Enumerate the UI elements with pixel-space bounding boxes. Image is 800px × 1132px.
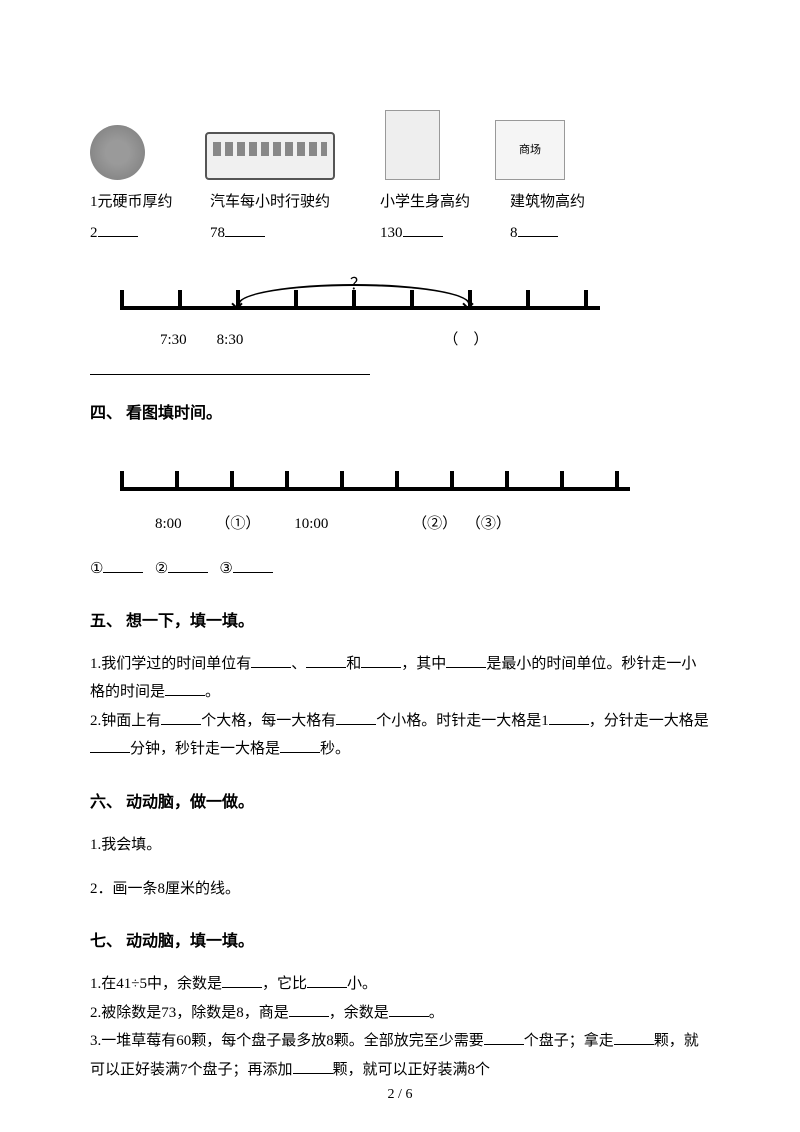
timeline1-labels: 7:30 8:30 （ ） <box>120 328 620 354</box>
girl-label: 小学生身高约 <box>380 190 490 216</box>
building-value: 8 <box>510 221 620 247</box>
image-labels-row2: 2 78 130 8 <box>90 221 710 247</box>
t2-label-3: 10:00 <box>294 516 328 532</box>
bus-image <box>205 132 335 180</box>
tick <box>120 471 124 489</box>
bus-label: 汽车每小时行驶约 <box>210 190 360 216</box>
timeline-line <box>120 487 630 491</box>
section4-answers: ① ② ③ <box>90 557 710 583</box>
coin-value: 2 <box>90 221 190 247</box>
section6-body: 1.我会填。 2．画一条8厘米的线。 <box>90 831 710 903</box>
tick <box>175 471 179 489</box>
tick <box>584 290 588 308</box>
tick <box>340 471 344 489</box>
coin-image <box>90 125 145 180</box>
t2-label-1: 8:00 <box>155 516 182 532</box>
section-4-title: 四、 看图填时间。 <box>90 400 710 427</box>
girl-value: 130 <box>380 221 490 247</box>
building-icon: 商场 <box>495 120 565 180</box>
tick <box>294 290 298 308</box>
tick <box>236 290 240 308</box>
girl-icon <box>385 110 440 180</box>
underline <box>90 374 370 375</box>
section6-item1: 1.我会填。 <box>90 831 710 860</box>
t2-label-4: （②） <box>412 516 457 532</box>
tick <box>468 290 472 308</box>
tick <box>352 290 356 308</box>
time-label-2: 8:30 <box>217 328 244 354</box>
building-label-text: 建筑物高约 <box>510 190 620 216</box>
time-label-1: 7:30 <box>160 328 187 354</box>
tick <box>395 471 399 489</box>
tick <box>285 471 289 489</box>
timeline-1: ？ 7:30 8:30 （ ） <box>120 276 620 354</box>
image-labels-row1: 1元硬币厚约 汽车每小时行驶约 小学生身高约 建筑物高约 <box>90 190 710 216</box>
building-label: 商场 <box>519 141 541 160</box>
answer-1: ① <box>90 561 103 577</box>
tick <box>526 290 530 308</box>
tick <box>230 471 234 489</box>
tick <box>450 471 454 489</box>
timeline-2: 8:00 （①） 10:00 （②） （③） <box>120 457 640 538</box>
timeline2-labels: 8:00 （①） 10:00 （②） （③） <box>120 512 640 538</box>
tick <box>120 290 124 308</box>
tick <box>505 471 509 489</box>
tick <box>560 471 564 489</box>
tick <box>410 290 414 308</box>
page-number: 2 / 6 <box>388 1083 413 1107</box>
section7-body: 1.在41÷5中，余数是，它比小。 2.被除数是73，除数是8，商是，余数是。 … <box>90 970 710 1084</box>
tick <box>178 290 182 308</box>
coin-icon <box>90 125 145 180</box>
bus-icon <box>205 132 335 180</box>
t2-label-2: （①） <box>215 516 260 532</box>
section5-body: 1.我们学过的时间单位有、和，其中是最小的时间单位。秒针走一小格的时间是。 2.… <box>90 650 710 764</box>
section-7-title: 七、 动动脑，填一填。 <box>90 928 710 955</box>
section6-item2: 2．画一条8厘米的线。 <box>90 875 710 904</box>
girl-image <box>385 110 440 180</box>
building-image: 商场 <box>495 120 565 180</box>
image-row: 商场 <box>90 110 710 180</box>
section-5-title: 五、 想一下，填一填。 <box>90 608 710 635</box>
answer-2: ② <box>155 561 168 577</box>
tick <box>615 471 619 489</box>
section-6-title: 六、 动动脑，做一做。 <box>90 789 710 816</box>
coin-label: 1元硬币厚约 <box>90 190 190 216</box>
bus-value: 78 <box>210 221 360 247</box>
t2-label-5: （③） <box>466 516 511 532</box>
time-label-paren: （ ） <box>443 328 488 354</box>
answer-3: ③ <box>219 561 232 577</box>
